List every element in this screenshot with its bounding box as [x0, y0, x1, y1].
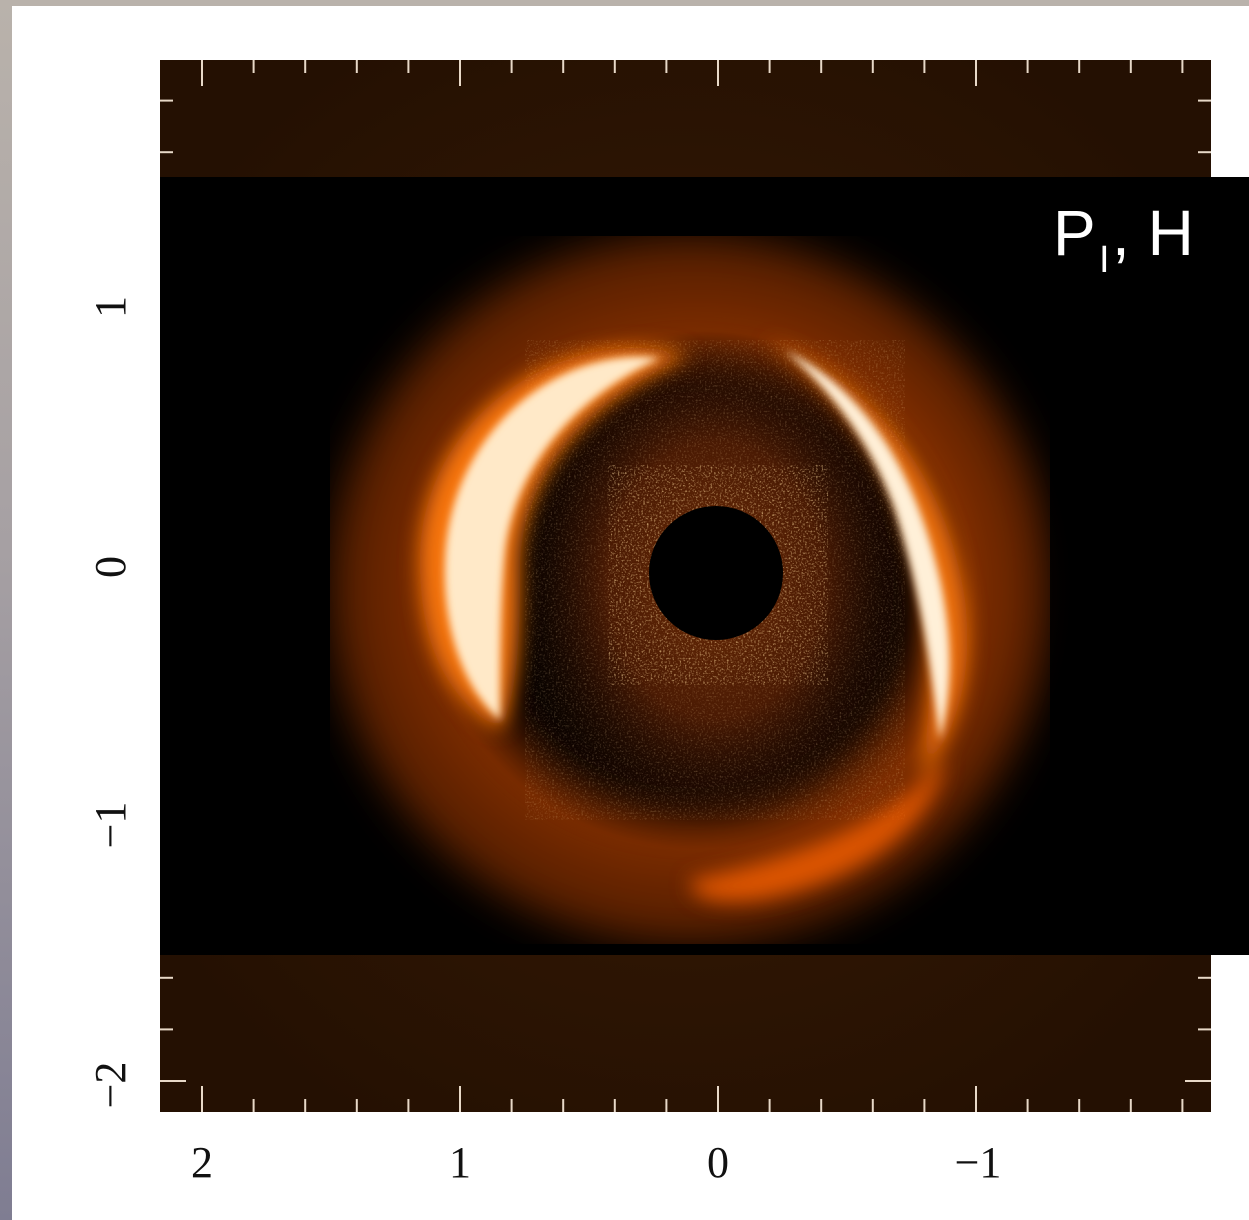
x-axis-labels: 2 1 0 −1	[191, 1138, 1001, 1187]
panel-label: P I , H	[1053, 197, 1194, 281]
axis-ticks	[160, 60, 1211, 1112]
panel-label-main: P	[1053, 197, 1096, 269]
x-tick-label: −1	[955, 1138, 1002, 1187]
y-tick-label: 0	[86, 556, 135, 578]
coronagraph-mask	[649, 506, 783, 640]
y-axis-labels: 1 0 −1 −2	[86, 296, 135, 1108]
panel-label-suffix: , H	[1112, 197, 1194, 269]
x-tick-label: 0	[707, 1138, 729, 1187]
y-tick-label: −2	[86, 1062, 135, 1109]
x-tick-label: 1	[449, 1138, 471, 1187]
slide: P I , H 2 1 0 −1 1 0 −1 −2	[12, 6, 1249, 1220]
disk-image	[160, 177, 1249, 955]
y-tick-label: −1	[86, 802, 135, 849]
y-tick-label: 1	[86, 296, 135, 318]
panel-label-subscript: I	[1099, 239, 1110, 281]
x-tick-label: 2	[191, 1138, 213, 1187]
